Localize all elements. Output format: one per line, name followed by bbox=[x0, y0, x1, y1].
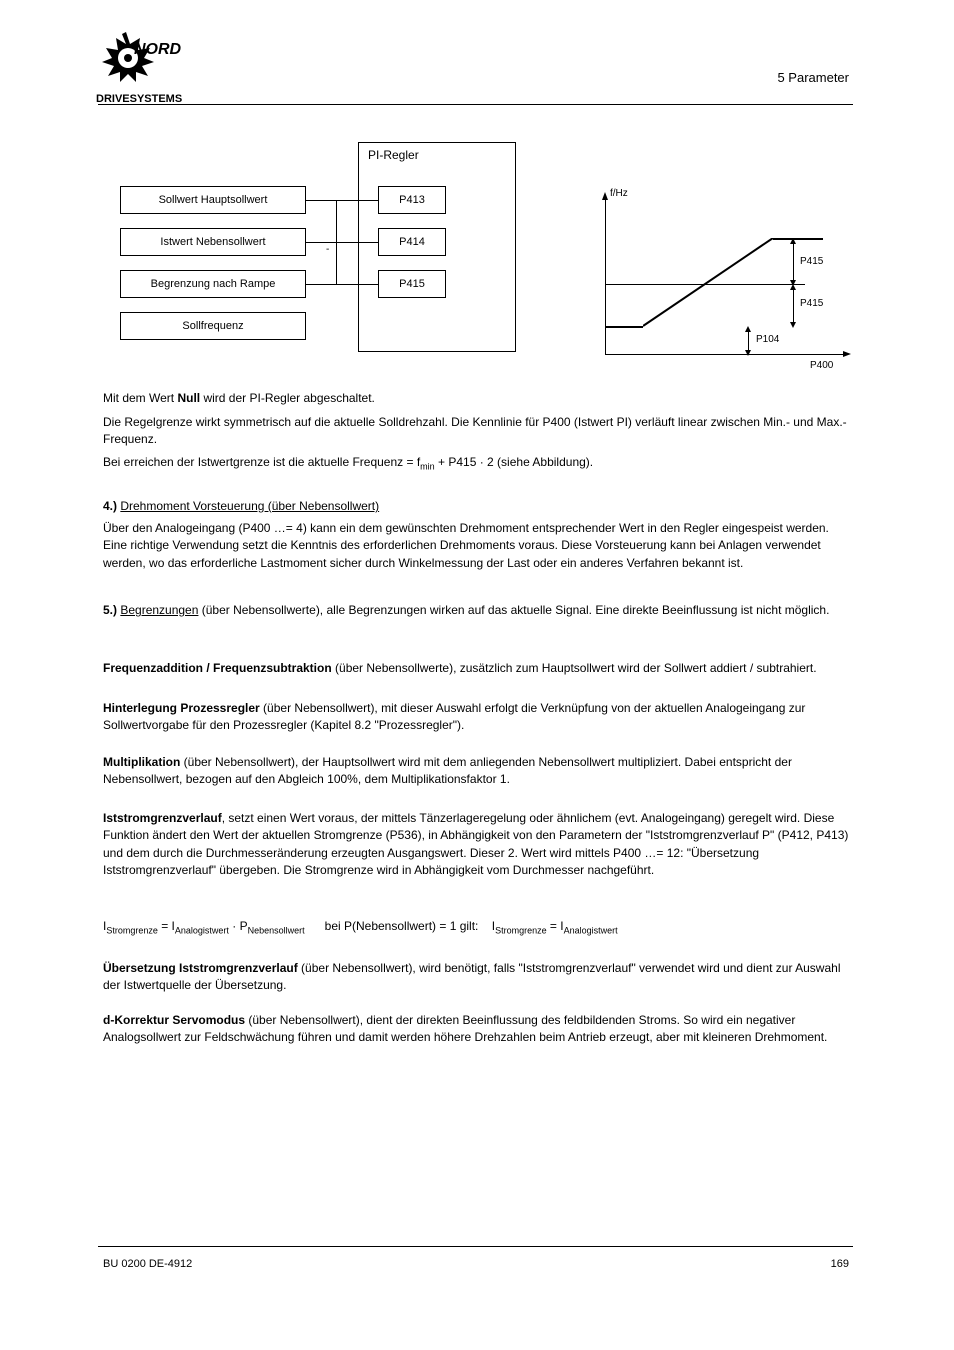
pi-i-box: P414 bbox=[378, 228, 446, 256]
box-begrenzung: Begrenzung nach Rampe bbox=[120, 270, 306, 298]
section-heading: 4.) Drehmoment Vorsteuerung (über Nebens… bbox=[103, 498, 853, 515]
p415-marker bbox=[793, 286, 794, 326]
logo: NORD DRIVESYSTEMS bbox=[96, 32, 206, 112]
header-section-title: 5 Parameter bbox=[777, 70, 849, 85]
p104-label: P104 bbox=[756, 334, 779, 345]
conn-line bbox=[336, 242, 378, 243]
mid-ref-line bbox=[605, 284, 805, 285]
arrow-icon bbox=[745, 350, 751, 356]
svg-text:NORD: NORD bbox=[134, 41, 182, 58]
pi-p-box: P413 bbox=[378, 186, 446, 214]
p415-label-1: P415 bbox=[800, 256, 823, 267]
pi-lim-box: P415 bbox=[378, 270, 446, 298]
plot-ramp bbox=[643, 238, 773, 328]
y-axis bbox=[605, 198, 606, 354]
plot-line bbox=[605, 326, 643, 328]
y-axis-label: f/Hz bbox=[610, 188, 628, 199]
x-axis-label: P400 bbox=[810, 360, 833, 371]
body-paragraph: Mit dem Wert Null wird der PI-Regler abg… bbox=[103, 390, 853, 407]
section-heading: 5.) Begrenzungen (über Nebensollwerte), … bbox=[103, 602, 853, 619]
plot-line bbox=[773, 238, 823, 240]
body-paragraph: Übersetzung Iststromgrenzverlauf (über N… bbox=[103, 960, 853, 995]
header-rule bbox=[98, 104, 853, 105]
x-axis bbox=[605, 354, 843, 355]
footer-page-number: 169 bbox=[831, 1258, 849, 1270]
box-sollfreq: Sollfrequenz bbox=[120, 312, 306, 340]
body-paragraph: Multiplikation (über Nebensollwert), der… bbox=[103, 754, 853, 789]
page: NORD DRIVESYSTEMS 5 Parameter PI-Regler … bbox=[0, 0, 954, 1350]
p415-label-2: P415 bbox=[800, 298, 823, 309]
box-sollwert: Sollwert Hauptsollwert bbox=[120, 186, 306, 214]
arrow-icon bbox=[790, 322, 796, 328]
body-paragraph: Die Regelgrenze wirkt symmetrisch auf di… bbox=[103, 414, 853, 449]
conn-line bbox=[306, 242, 336, 243]
arrow-icon bbox=[745, 326, 751, 332]
body-paragraph: Hinterlegung Prozessregler (über Nebenso… bbox=[103, 700, 853, 735]
arrow-icon bbox=[790, 284, 796, 290]
conn-line bbox=[306, 284, 336, 285]
body-paragraph: Iststromgrenzverlauf, setzt einen Wert v… bbox=[103, 810, 853, 880]
body-paragraph: Über den Analogeingang (P400 …= 4) kann … bbox=[103, 520, 853, 572]
pi-title: PI-Regler bbox=[368, 148, 419, 162]
p415-marker bbox=[793, 240, 794, 284]
body-paragraph: d-Korrektur Servomodus (über Nebensollwe… bbox=[103, 1012, 853, 1047]
conn-line bbox=[336, 284, 378, 285]
arrow-icon bbox=[790, 238, 796, 244]
footer-rule bbox=[98, 1246, 853, 1247]
body-paragraph: Bei erreichen der Istwertgrenze ist die … bbox=[103, 454, 853, 473]
minus-label: - bbox=[326, 244, 329, 255]
y-axis-arrow bbox=[602, 192, 608, 200]
box-istwert: Istwert Nebensollwert bbox=[120, 228, 306, 256]
conn-line bbox=[336, 200, 378, 201]
body-paragraph: Frequenzaddition / Frequenzsubtraktion (… bbox=[103, 660, 853, 677]
x-axis-arrow bbox=[843, 351, 851, 357]
footer-left: BU 0200 DE-4912 bbox=[103, 1258, 192, 1270]
formula-line: IStromgrenze = IAnalogistwert · PNebenso… bbox=[103, 918, 853, 937]
conn-line bbox=[306, 200, 336, 201]
